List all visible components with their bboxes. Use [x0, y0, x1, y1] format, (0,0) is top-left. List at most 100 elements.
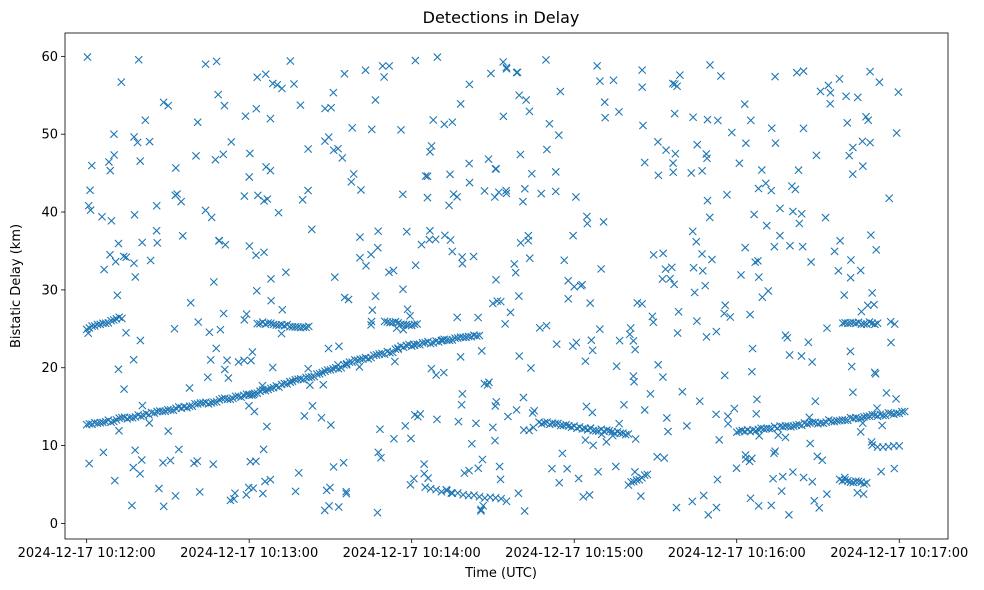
detection-point [703, 154, 712, 163]
detection-point [106, 250, 114, 259]
detection-point [588, 346, 597, 355]
detection-point [362, 261, 371, 270]
detection-point [669, 159, 678, 168]
detection-point [892, 409, 901, 418]
detection-point [503, 412, 512, 421]
detection-point [453, 489, 462, 497]
detection-point [593, 61, 602, 70]
detection-point [687, 169, 696, 177]
detection-point [748, 344, 757, 353]
detection-point [212, 344, 221, 353]
detection-point [713, 116, 722, 125]
detection-point [448, 118, 457, 127]
detection-point [355, 362, 364, 371]
detection-point [212, 57, 221, 66]
detection-point [319, 380, 328, 389]
detection-point [486, 69, 495, 78]
detection-point [433, 53, 442, 62]
detection-point [120, 385, 129, 394]
detection-point [375, 425, 384, 434]
detection-point [258, 381, 267, 390]
detection-point [806, 439, 815, 448]
detection-point [86, 206, 95, 215]
detection-point [560, 256, 569, 265]
detection-point [520, 507, 529, 516]
detection-point [502, 64, 511, 73]
detection-point [130, 210, 139, 219]
detection-point [781, 433, 790, 442]
detection-point [649, 318, 658, 327]
detection-point [699, 491, 708, 500]
detection-point [853, 93, 862, 102]
detection-point [554, 131, 563, 140]
detection-point [515, 91, 524, 100]
detection-point [170, 324, 179, 333]
detection-point [355, 253, 364, 262]
detection-point [715, 435, 724, 444]
detection-point [374, 227, 383, 236]
detection-point [84, 329, 93, 338]
data-points [82, 53, 909, 519]
detection-point [368, 306, 377, 315]
detection-point [803, 419, 812, 428]
detection-point [307, 225, 316, 234]
detection-point [185, 383, 194, 392]
detection-point [424, 474, 433, 483]
detection-point [752, 395, 761, 404]
detection-point [305, 381, 314, 390]
detection-point [741, 451, 750, 460]
detection-point [721, 301, 730, 310]
detection-point [666, 274, 675, 283]
detection-point [812, 151, 821, 160]
detection-point [579, 492, 588, 501]
detection-point [757, 166, 766, 175]
detection-point [597, 430, 606, 439]
detection-point [571, 192, 580, 201]
detection-point [122, 328, 130, 337]
detection-point [333, 360, 342, 369]
detection-point [268, 79, 277, 88]
y-tick-label: 50 [41, 128, 58, 143]
detection-point [136, 469, 145, 478]
detection-point [698, 249, 707, 258]
detection-point [349, 170, 358, 178]
detection-point [250, 407, 259, 416]
detection-point [703, 196, 712, 205]
detection-point [741, 243, 750, 252]
detection-point [465, 466, 474, 475]
detection-point [692, 237, 701, 246]
detection-point [104, 157, 113, 166]
detection-point [258, 489, 267, 498]
detection-point [807, 258, 816, 267]
detection-point [737, 270, 745, 279]
detection-point [777, 487, 786, 496]
detection-point [122, 253, 131, 262]
detection-point [272, 381, 281, 390]
detection-point [848, 388, 857, 397]
detection-point [658, 275, 667, 283]
detection-point [442, 485, 451, 494]
detection-point [401, 421, 410, 430]
detection-point [847, 362, 856, 371]
detection-point [848, 143, 857, 152]
detection-point [698, 166, 707, 175]
detection-point [551, 167, 560, 176]
detection-point [447, 488, 456, 497]
detection-point [547, 464, 556, 473]
detection-point [541, 55, 550, 64]
detection-point [804, 338, 813, 347]
detection-point [892, 129, 901, 137]
detection-point [484, 378, 493, 387]
detection-point [492, 275, 500, 284]
detection-point [529, 423, 538, 432]
detection-point [177, 197, 186, 206]
detection-point [501, 319, 510, 328]
detection-point [597, 264, 606, 273]
detection-point [427, 364, 436, 373]
detection-point [391, 345, 400, 354]
detection-point [263, 195, 272, 204]
detection-point [599, 217, 608, 226]
detection-point [304, 322, 313, 331]
detection-point [423, 172, 432, 181]
detection-point [127, 501, 136, 510]
